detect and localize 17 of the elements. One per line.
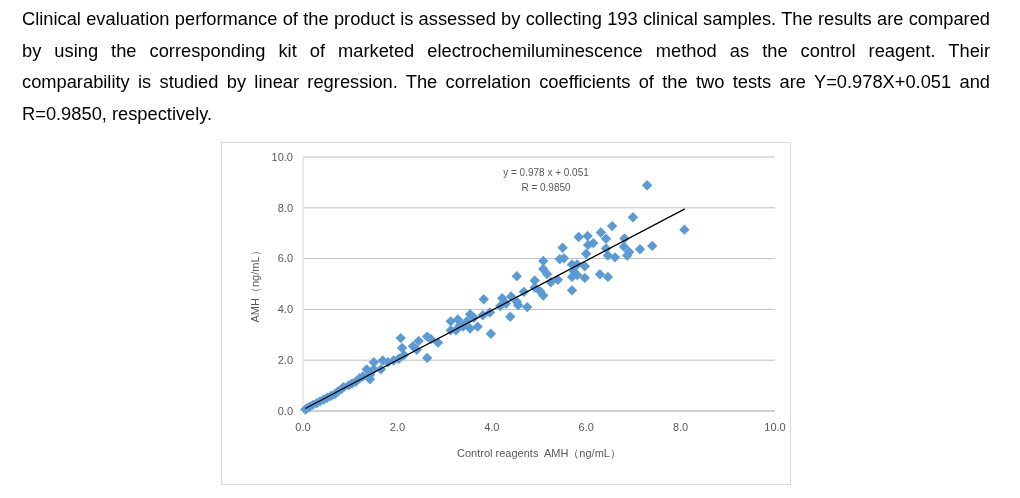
x-tick-label: 4.0 <box>484 421 500 433</box>
y-tick-label: 6.0 <box>277 252 293 265</box>
y-tick-label: 2.0 <box>277 354 293 367</box>
y-tick-label: 10.0 <box>271 150 293 163</box>
y-tick-label: 0.0 <box>277 404 293 417</box>
x-tick-label: 6.0 <box>578 421 594 433</box>
annotation: R = 0.9850 <box>521 182 572 193</box>
y-tick-label: 8.0 <box>277 201 293 214</box>
x-axis-title: Control reagents AMH（ng/mL） <box>457 447 621 459</box>
x-tick-label: 8.0 <box>672 421 689 433</box>
y-tick-label: 4.0 <box>277 303 293 316</box>
x-tick-label: 0.0 <box>295 421 311 433</box>
y-axis-title: AMH（ng/mL） <box>249 245 261 323</box>
x-tick-label: 10.0 <box>764 421 786 433</box>
x-tick-label: 2.0 <box>389 421 406 433</box>
annotation: y = 0.978 x + 0.051 <box>503 167 590 178</box>
chart-title: Clinical evaluation performance of the product is assessed by collecting 193 clinical samples. The results are compared by using the corresponding kit of marketed electrochemiluminescence method as the control reagent. Their comparability is studied by linear regression. The correlation coefficients of the two tests are Y=0.978X+0.051 and R=0.9850, respectively. <box>22 7 990 126</box>
